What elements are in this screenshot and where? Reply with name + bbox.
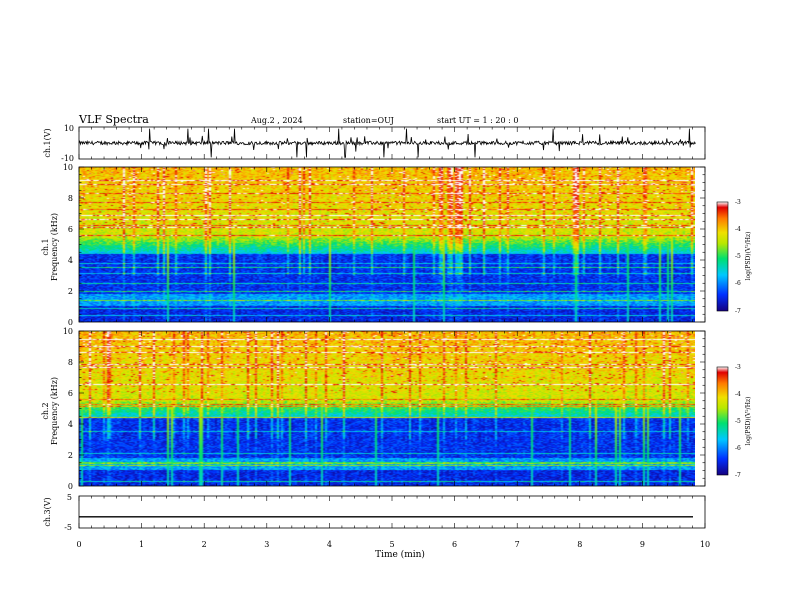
ch1-freq-tick-10: 10 bbox=[63, 163, 73, 172]
ch1-freq-tick-8: 8 bbox=[68, 194, 73, 203]
ch2-freq-tick-8: 8 bbox=[68, 358, 73, 367]
time-tick-label: 10 bbox=[700, 540, 710, 549]
ch2-frequency-ylabel: Frequency (kHz) bbox=[50, 377, 59, 445]
ch1-ytick-bottom: -10 bbox=[61, 154, 74, 163]
time-axis-ticks bbox=[78, 127, 706, 528]
time-axis-label: Time (min) bbox=[375, 549, 425, 560]
colorbar-ch2-tick--7: -7 bbox=[735, 472, 741, 479]
time-tick-label: 5 bbox=[389, 540, 394, 549]
ch1-frequency-ylabel: Frequency (kHz) bbox=[50, 213, 59, 281]
station-label: station=OUJ bbox=[343, 116, 394, 125]
colorbar-ch1-tick--6: -6 bbox=[735, 280, 741, 287]
spectrogram-ch1-image bbox=[79, 167, 695, 322]
time-tick-label: 1 bbox=[139, 540, 144, 549]
ch1-ytick-top: 10 bbox=[64, 124, 74, 133]
time-tick-label: 0 bbox=[76, 540, 81, 549]
time-tick-label: 2 bbox=[202, 540, 207, 549]
colorbar-ch1-gradient bbox=[716, 201, 729, 312]
time-tick-label: 3 bbox=[264, 540, 269, 549]
waveform-ch1-panel: 10 -10 ch.1(V) bbox=[43, 124, 706, 163]
spectrogram-ch1-panel: 10 8 6 4 2 0 ch.1 Frequency (kHz) bbox=[41, 163, 706, 327]
figure-title: VLF Spectra bbox=[78, 113, 149, 126]
start-time-label: start UT = 1 : 20 : 0 bbox=[437, 116, 518, 125]
ch1-freq-tick-4: 4 bbox=[68, 256, 73, 265]
waveform-ch1-trace bbox=[78, 128, 696, 158]
colorbar-ch1-tick--4: -4 bbox=[735, 226, 741, 233]
colorbar-ch1-tick--3: -3 bbox=[735, 199, 741, 206]
time-tick-label: 8 bbox=[577, 540, 582, 549]
ch1-freq-tick-0: 0 bbox=[68, 318, 73, 327]
date-label: Aug.2 , 2024 bbox=[250, 116, 303, 125]
time-axis-tick-labels: 0 1 2 3 4 5 6 7 8 9 10 bbox=[76, 540, 710, 549]
colorbar-ch1-label: log(PSD)(V²/Hz) bbox=[745, 232, 752, 281]
ch3-ytick-top: 5 bbox=[67, 493, 72, 502]
colorbar-ch2-tick--6: -6 bbox=[735, 445, 741, 452]
colorbar-ch2-gradient bbox=[716, 366, 729, 476]
ch2-freq-tick-0: 0 bbox=[68, 482, 73, 491]
time-tick-label: 9 bbox=[640, 540, 645, 549]
ch2-channel-label: ch.2 bbox=[41, 402, 50, 419]
colorbar-ch1: -3 -4 -5 -6 -7 log(PSD)(V²/Hz) bbox=[716, 199, 752, 315]
ch2-freq-tick-4: 4 bbox=[68, 420, 73, 429]
ch1-voltage-ylabel: ch.1(V) bbox=[43, 128, 52, 157]
waveform-ch3-panel: 5 -5 ch.3(V) bbox=[43, 493, 706, 532]
time-tick-label: 6 bbox=[452, 540, 457, 549]
colorbar-ch2-tick--4: -4 bbox=[735, 391, 741, 398]
ch3-ytick-bottom: -5 bbox=[64, 523, 72, 532]
colorbar-ch2-tick--3: -3 bbox=[735, 364, 741, 371]
colorbar-ch2-label: log(PSD)(V²/Hz) bbox=[745, 397, 752, 446]
colorbar-ch1-tick--7: -7 bbox=[735, 308, 741, 315]
colorbar-ch2: -3 -4 -5 -6 -7 log(PSD)(V²/Hz) bbox=[716, 364, 752, 479]
time-tick-label: 4 bbox=[327, 540, 332, 549]
colorbar-ch2-tick--5: -5 bbox=[735, 418, 741, 425]
ch2-freq-tick-10: 10 bbox=[63, 327, 73, 336]
ch1-channel-label: ch.1 bbox=[41, 238, 50, 255]
spectrogram-ch2-image bbox=[79, 331, 695, 486]
ch3-voltage-ylabel: ch.3(V) bbox=[43, 497, 52, 526]
ch2-freq-tick-6: 6 bbox=[68, 389, 73, 398]
time-tick-label: 7 bbox=[515, 540, 520, 549]
ch1-freq-tick-2: 2 bbox=[68, 287, 73, 296]
spectrogram-ch2-panel: 10 8 6 4 2 0 ch.2 Frequency (kHz) bbox=[41, 327, 706, 491]
ch2-freq-tick-2: 2 bbox=[68, 451, 73, 460]
ch1-freq-tick-6: 6 bbox=[68, 225, 73, 234]
colorbar-ch1-tick--5: -5 bbox=[735, 253, 741, 260]
